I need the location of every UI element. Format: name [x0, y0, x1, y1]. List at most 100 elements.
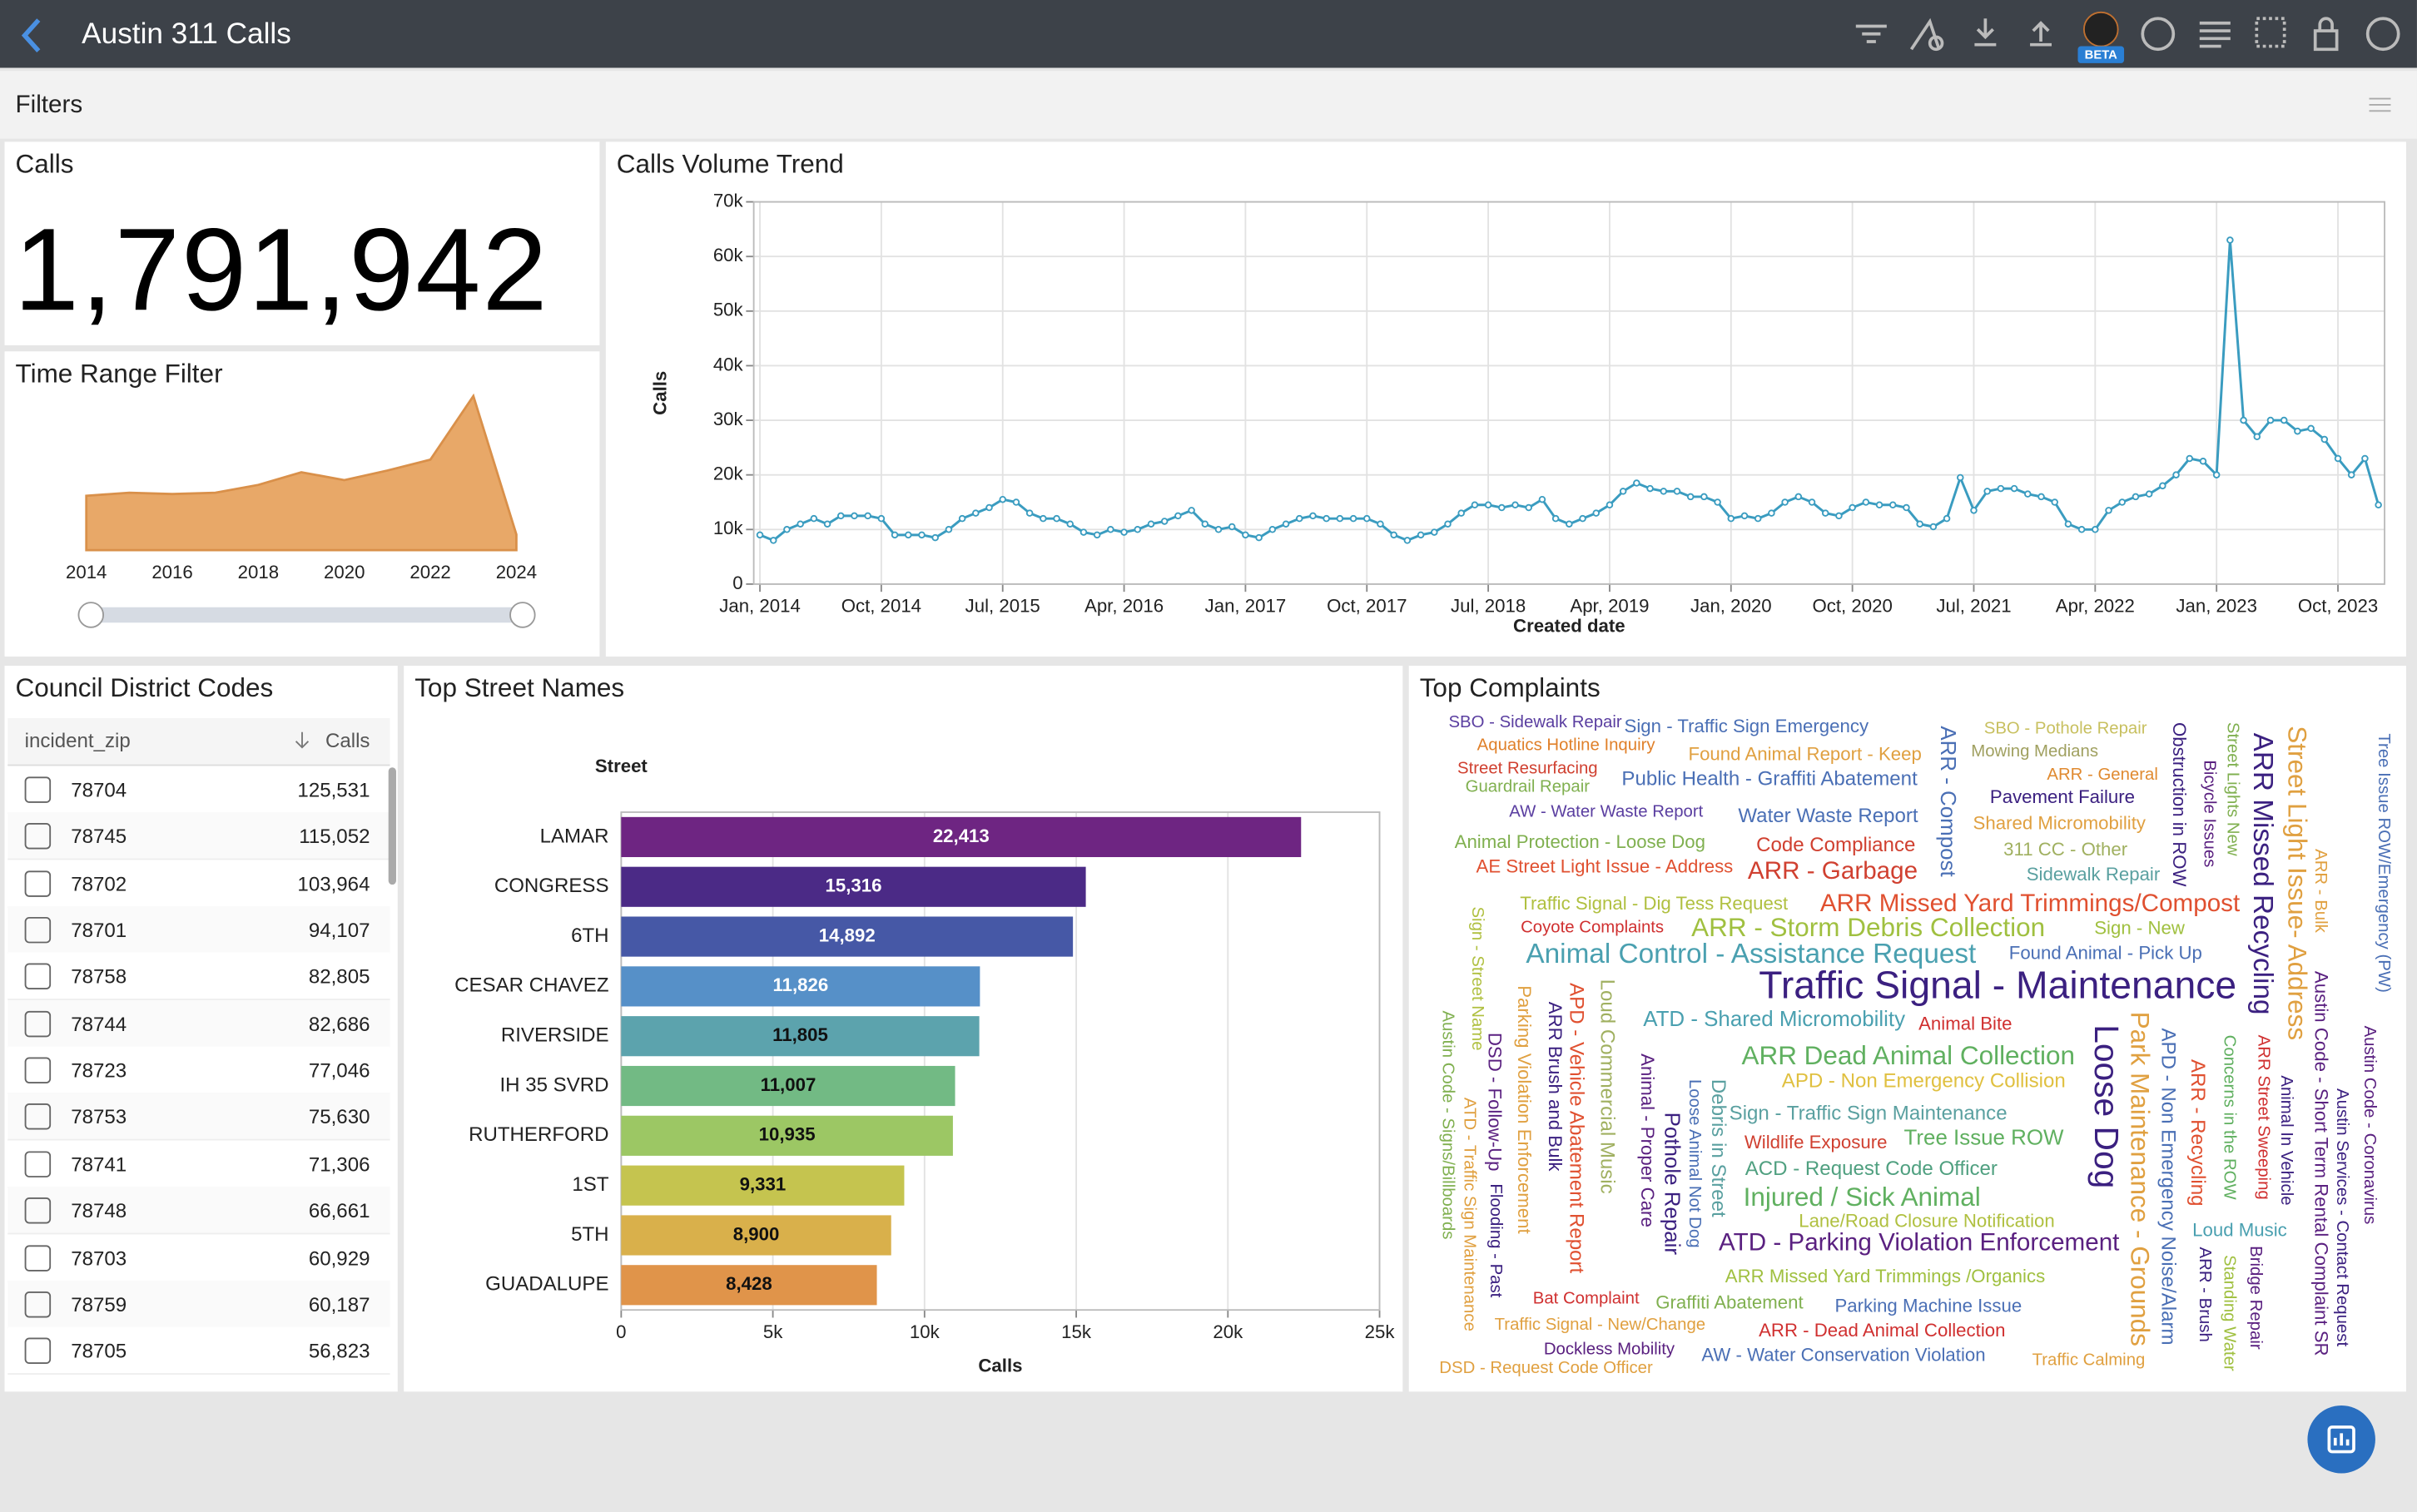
- column-header[interactable]: incident_zip: [24, 728, 131, 752]
- word[interactable]: ARR Dead Animal Collection: [1742, 1041, 2076, 1070]
- word[interactable]: Concerns in the ROW: [2221, 1035, 2239, 1201]
- word[interactable]: ATD - Shared Micromobility: [1643, 1008, 1905, 1031]
- word[interactable]: Sign - Traffic Sign Maintenance: [1730, 1102, 2008, 1124]
- word[interactable]: Lane/Road Closure Notification: [1799, 1211, 2055, 1232]
- word[interactable]: Sidewalk Repair: [2027, 864, 2161, 885]
- chart-button[interactable]: [2306, 1404, 2377, 1475]
- scrollbar-thumb[interactable]: [388, 767, 396, 885]
- word[interactable]: ARR - Dead Animal Collection: [1759, 1320, 2005, 1341]
- word[interactable]: Austin Code - Coronavirus: [2360, 1026, 2379, 1225]
- checkbox[interactable]: [24, 776, 52, 803]
- word[interactable]: 311 CC - Other: [2003, 839, 2128, 860]
- word[interactable]: APD - Non Emergency Noise/Alarm: [2157, 1028, 2180, 1345]
- word[interactable]: Street Light Issue- Address: [2282, 726, 2311, 1040]
- word[interactable]: ATD - Traffic Sign Maintenance: [1461, 1098, 1479, 1331]
- word[interactable]: ARR - Garbage: [1748, 857, 1918, 885]
- word[interactable]: Found Animal Report - Keep: [1689, 743, 1922, 764]
- word[interactable]: Guardrail Repair: [1466, 778, 1591, 796]
- word[interactable]: AW - Water Conservation Violation: [1701, 1345, 1985, 1366]
- word[interactable]: ARR Missed Yard Trimmings /Organics: [1725, 1266, 2045, 1286]
- word[interactable]: Animal Bite: [1918, 1013, 2012, 1034]
- word[interactable]: ATD - Parking Violation Enforcement: [1719, 1228, 2120, 1256]
- word[interactable]: Traffic Signal - Maintenance: [1759, 963, 2236, 1006]
- word[interactable]: Sign - Street Name: [1468, 906, 1486, 1050]
- checkbox[interactable]: [24, 1057, 52, 1084]
- word[interactable]: APD - Non Emergency Collision: [1782, 1069, 2066, 1092]
- list-icon[interactable]: [2199, 21, 2231, 48]
- word[interactable]: SBO - Pothole Repair: [1984, 719, 2147, 737]
- word[interactable]: Traffic Calming: [2032, 1351, 2146, 1370]
- word[interactable]: Shared Micromobility: [1973, 813, 2147, 834]
- grid-icon[interactable]: [2255, 17, 2286, 48]
- ai-icon[interactable]: [2082, 11, 2119, 47]
- word[interactable]: Tree Issue ROW/Emergency (PW): [2375, 733, 2393, 992]
- word[interactable]: Loud Commercial Music: [1596, 979, 1618, 1194]
- word[interactable]: Austin Code - Short Term Rental Complain…: [2310, 971, 2331, 1356]
- word[interactable]: ACD - Request Code Officer: [1745, 1158, 1998, 1180]
- word[interactable]: Loose Dog: [2087, 1024, 2126, 1188]
- word[interactable]: Aquatics Hotline Inquiry: [1477, 736, 1656, 755]
- word[interactable]: Bicycle Issues: [2201, 760, 2219, 867]
- word[interactable]: ARR Missed Recycling: [2247, 733, 2278, 1015]
- word[interactable]: ARR - Bulk: [2311, 849, 2330, 934]
- checkbox[interactable]: [24, 1244, 52, 1271]
- word[interactable]: AE Street Light Issue - Address: [1477, 856, 1734, 877]
- word[interactable]: ARR - Recycling: [2186, 1059, 2209, 1207]
- word[interactable]: Bridge Repair: [2246, 1246, 2265, 1350]
- checkbox[interactable]: [24, 1103, 52, 1131]
- back-button[interactable]: [16, 16, 50, 56]
- word[interactable]: Animal - Proper Care: [1637, 1053, 1658, 1227]
- column-header[interactable]: Calls: [325, 728, 370, 752]
- word[interactable]: Pavement Failure: [1990, 786, 2135, 807]
- word[interactable]: Water Waste Report: [1738, 805, 1918, 827]
- word[interactable]: ARR - Brush: [2196, 1247, 2214, 1342]
- word[interactable]: SBO - Sidewalk Repair: [1448, 713, 1621, 731]
- word[interactable]: Tree Issue ROW: [1904, 1126, 2064, 1149]
- word[interactable]: Animal Protection - Loose Dog: [1455, 831, 1705, 852]
- download-icon[interactable]: [1974, 18, 1997, 47]
- word[interactable]: Austin Code - Signs/Billboards: [1439, 1010, 1457, 1239]
- word[interactable]: ARR Brush and Bulk: [1545, 1002, 1566, 1172]
- word[interactable]: Loose Animal Not Dog: [1685, 1079, 1704, 1248]
- word[interactable]: Graffiti Abatement: [1655, 1292, 1804, 1313]
- word[interactable]: Sign - New: [2094, 918, 2186, 939]
- word[interactable]: Mowing Medians: [1971, 742, 2098, 761]
- word[interactable]: ARR - Compost: [1936, 726, 1959, 877]
- menu-icon[interactable]: [2368, 94, 2393, 116]
- settings-icon[interactable]: [1909, 17, 1944, 52]
- word[interactable]: ARR - General: [2047, 766, 2158, 784]
- slider-handle[interactable]: [509, 602, 536, 628]
- word[interactable]: Public Health - Graffiti Abatement: [1621, 767, 1918, 790]
- word[interactable]: ARR Missed Yard Trimmings/Compost: [1820, 890, 2241, 917]
- word[interactable]: Pothole Repair: [1660, 1113, 1684, 1256]
- word[interactable]: Coyote Complaints: [1521, 918, 1664, 936]
- word[interactable]: APD - Vehicle Abatement Report: [1565, 983, 1587, 1273]
- checkbox[interactable]: [24, 1291, 52, 1318]
- word[interactable]: Code Compliance: [1756, 834, 1915, 856]
- globe-icon[interactable]: [2141, 17, 2176, 52]
- checkbox[interactable]: [24, 1337, 52, 1365]
- word[interactable]: Animal Control - Assistance Request: [1526, 939, 1977, 969]
- word[interactable]: DSD - Request Code Officer: [1439, 1359, 1653, 1377]
- word[interactable]: Bat Complaint: [1533, 1290, 1640, 1308]
- word[interactable]: AW - Water Waste Report: [1509, 802, 1703, 820]
- checkbox[interactable]: [24, 1010, 52, 1037]
- help-icon[interactable]: [2365, 17, 2400, 52]
- word[interactable]: Austin Services - Contact Request: [2333, 1088, 2351, 1346]
- word[interactable]: Traffic Signal - New/Change: [1495, 1316, 1705, 1334]
- word[interactable]: ARR Street Sweeping: [2254, 1035, 2272, 1200]
- checkbox[interactable]: [24, 1197, 52, 1224]
- word[interactable]: Injured / Sick Animal: [1744, 1182, 1981, 1212]
- word[interactable]: Wildlife Exposure: [1745, 1132, 1888, 1153]
- upload-icon[interactable]: [2030, 21, 2052, 47]
- checkbox[interactable]: [24, 917, 52, 944]
- word[interactable]: Dockless Mobility: [1544, 1341, 1675, 1359]
- word[interactable]: Found Animal - Pick Up: [2009, 942, 2202, 963]
- word[interactable]: Street Resurfacing: [1457, 760, 1598, 778]
- word[interactable]: Parking Machine Issue: [1834, 1295, 2022, 1316]
- word[interactable]: DSD - Follow-Up: [1485, 1033, 1506, 1172]
- slider-handle[interactable]: [77, 602, 105, 628]
- checkbox[interactable]: [24, 1151, 52, 1177]
- word[interactable]: Park Maintenance - Grounds: [2125, 1012, 2154, 1346]
- word[interactable]: Debris in Street: [1707, 1079, 1730, 1217]
